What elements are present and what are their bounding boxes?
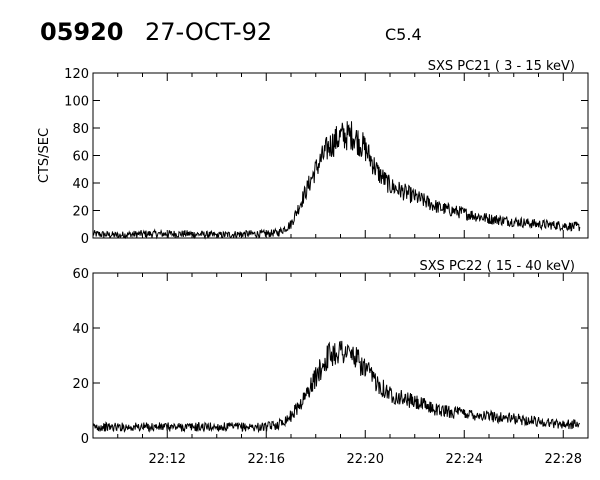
y-tick-label: 80 xyxy=(72,122,89,137)
y-tick-label: 20 xyxy=(72,205,89,220)
series-line xyxy=(92,121,581,240)
y-tick-label: 100 xyxy=(64,95,89,110)
y-tick-label: 20 xyxy=(72,377,89,392)
y-tick-label: 40 xyxy=(72,177,89,192)
event-date: 27-OCT-92 xyxy=(145,18,272,46)
x-tick-label: 22:16 xyxy=(248,452,285,467)
event-id: 05920 xyxy=(40,18,124,46)
panel-label: SXS PC22 ( 15 - 40 keV) xyxy=(419,259,575,274)
y-tick-label: 60 xyxy=(72,267,89,282)
plot-frame xyxy=(92,272,589,439)
x-tick-label: 22:24 xyxy=(446,452,483,467)
y-tick-label: 120 xyxy=(64,67,89,82)
x-tick-label: 22:28 xyxy=(545,452,582,467)
y-tick-label: 0 xyxy=(81,232,89,247)
panel-label: SXS PC21 ( 3 - 15 keV) xyxy=(428,59,575,74)
x-tick-label: 22:12 xyxy=(149,452,186,467)
panels: 0 20 40 60 80 100 120 SXS PC21 ( 3 - 15 keV) CTS… xyxy=(37,59,589,467)
chart-panel-1: 0 20 40 60 80 100 120 SXS PC21 ( 3 - 15 keV) CTS… xyxy=(37,59,589,247)
y-tick-label: 0 xyxy=(81,432,89,447)
y-tick-label: 60 xyxy=(72,150,89,165)
series-line xyxy=(92,340,580,434)
y-axis-label: CTS/SEC xyxy=(37,128,52,183)
x-tick-label: 22:20 xyxy=(347,452,384,467)
goes-class: C5.4 xyxy=(385,25,422,44)
plot-frame xyxy=(92,72,589,239)
chart-panel-2: 0 20 40 60 22:12 22:16 22:20 22:24 22:28 SXS PC22… xyxy=(72,259,589,467)
y-tick-label: 40 xyxy=(72,322,89,337)
